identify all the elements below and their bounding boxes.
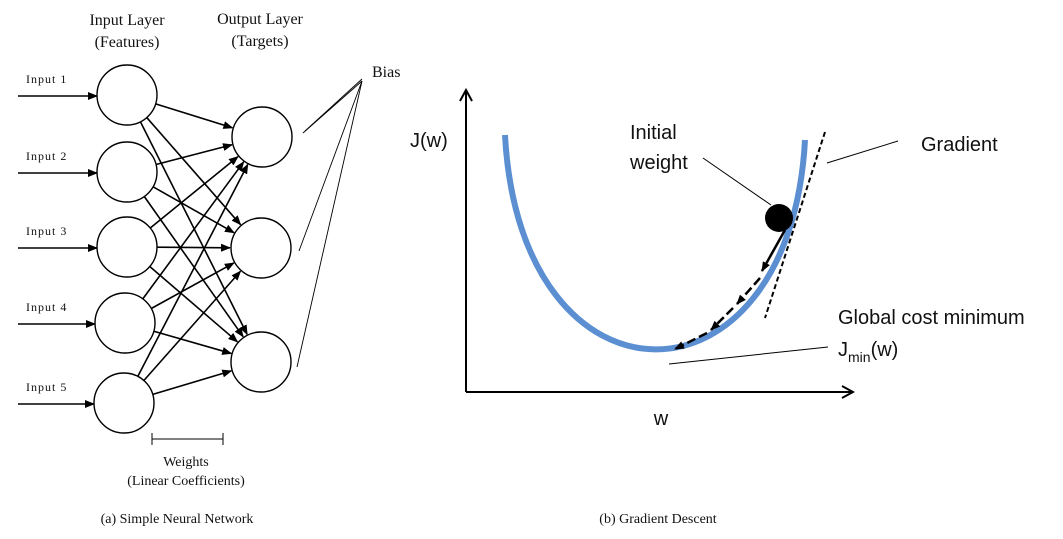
- initial-weight-label-line2: weight: [629, 152, 688, 174]
- input-layer-title: Input Layer: [89, 12, 165, 29]
- output-layer-subtitle: (Targets): [231, 33, 288, 50]
- connection-input3-output3: [149, 265, 239, 343]
- input-label-4: Input 4: [26, 300, 67, 314]
- input-layer-subtitle: (Features): [95, 34, 160, 51]
- weights-sublabel: (Linear Coefficients): [127, 474, 245, 489]
- input-label-3: Input 3: [26, 224, 67, 238]
- connection-input2-output2: [152, 186, 235, 234]
- output-node-1: [231, 106, 293, 168]
- cost-function-curve: [502, 134, 808, 353]
- input-label-2: Input 2: [26, 149, 67, 163]
- input-node-1: [96, 64, 158, 126]
- connection-input5-output3: [152, 369, 233, 396]
- connection-input5-output2: [143, 270, 242, 382]
- output-layer-title: Output Layer: [217, 11, 303, 28]
- connection-input1-output2: [146, 117, 242, 226]
- x-axis-label: w: [653, 408, 669, 430]
- bias-line-extra: [304, 78, 363, 132]
- weights-bracket: [151, 433, 224, 445]
- connection-input4-output3: [153, 330, 233, 355]
- caption-gradient-descent: (b) Gradient Descent: [599, 512, 717, 527]
- output-node-2: [230, 217, 292, 279]
- bias-pointer-lines: [296, 78, 363, 368]
- input-node-2: [96, 141, 158, 203]
- caption-neural-network: (a) Simple Neural Network: [101, 512, 254, 527]
- weights-label: Weights: [163, 455, 209, 470]
- initial-weight-point: [765, 204, 793, 232]
- connection-input1-output1: [155, 103, 234, 129]
- input-label-5: Input 5: [26, 380, 67, 394]
- connection-input2-output1: [155, 143, 233, 166]
- bias-line-3: [296, 80, 363, 368]
- global-minimum-label: Global cost minimum: [838, 307, 1025, 329]
- bias-label: Bias: [372, 64, 400, 81]
- minimum-pointer: [668, 346, 829, 365]
- weight-connections: [137, 103, 249, 396]
- descent-step-arrows: [674, 229, 787, 351]
- gradient-pointer: [826, 140, 899, 164]
- jmin-label: Jmin(w): [838, 339, 898, 365]
- bias-line-2: [298, 80, 363, 252]
- connection-input3-output2: [156, 243, 232, 252]
- neural-network-panel: Input Layer (Features) Output Layer (Tar…: [18, 11, 400, 527]
- connection-input3-output1: [149, 155, 239, 229]
- input-node-3: [96, 216, 158, 278]
- connection-input4-output1: [142, 161, 245, 300]
- connection-input5-output1: [137, 163, 249, 377]
- connection-input4-output2: [150, 262, 235, 310]
- output-nodes: [230, 106, 293, 393]
- gradient-tangent-line: [764, 131, 826, 319]
- output-node-3: [230, 331, 292, 393]
- input-node-5: [93, 372, 155, 434]
- y-axis-label: J(w): [410, 130, 448, 152]
- input-labels: Input 1 Input 2 Input 3 Input 4 Input 5: [26, 72, 67, 394]
- gradient-label: Gradient: [921, 134, 998, 156]
- gradient-descent-panel: J(w) w Initial weight Gradient Global co…: [410, 90, 1025, 527]
- input-nodes: [93, 64, 158, 434]
- initial-weight-label-line1: Initial: [630, 122, 677, 144]
- input-arrows: [18, 92, 98, 408]
- input-label-1: Input 1: [26, 72, 67, 86]
- input-node-4: [94, 292, 156, 354]
- connection-input1-output3: [139, 121, 248, 336]
- initial-weight-pointer: [702, 157, 772, 206]
